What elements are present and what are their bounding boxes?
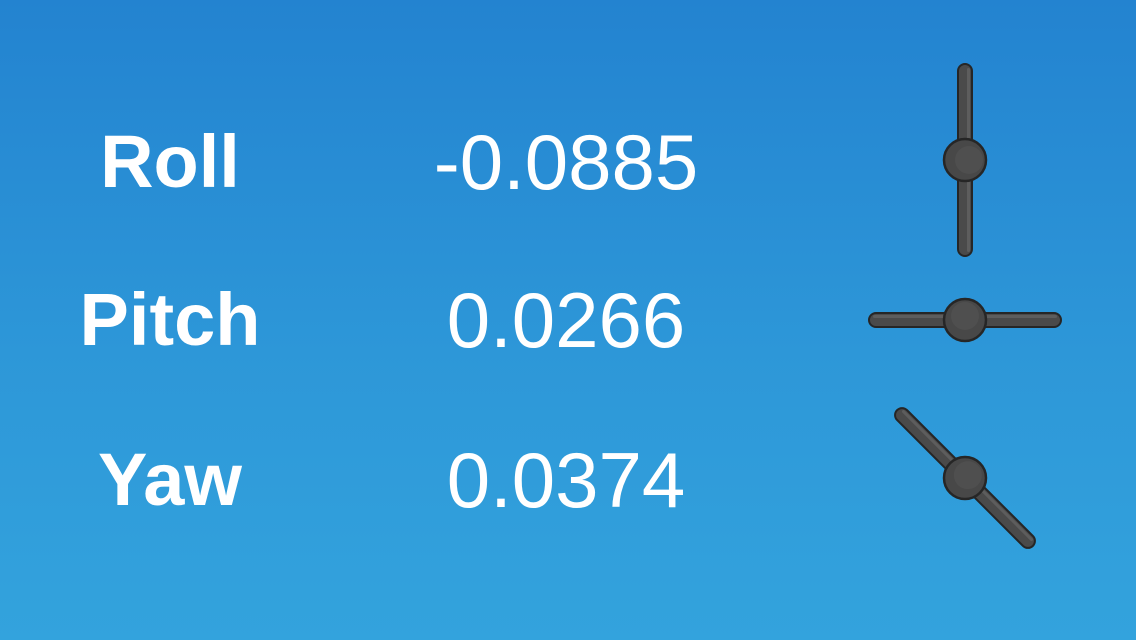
roll-label: Roll	[100, 120, 240, 203]
yaw-value: 0.0374	[446, 436, 686, 524]
roll-value: -0.0885	[433, 118, 699, 206]
yaw-label: Yaw	[98, 438, 242, 521]
roll-indicator-icon	[942, 63, 988, 257]
pitch-value: 0.0266	[446, 276, 686, 364]
pitch-label: Pitch	[79, 278, 261, 361]
yaw-indicator-icon	[894, 407, 1036, 549]
pitch-indicator-icon	[868, 297, 1062, 343]
